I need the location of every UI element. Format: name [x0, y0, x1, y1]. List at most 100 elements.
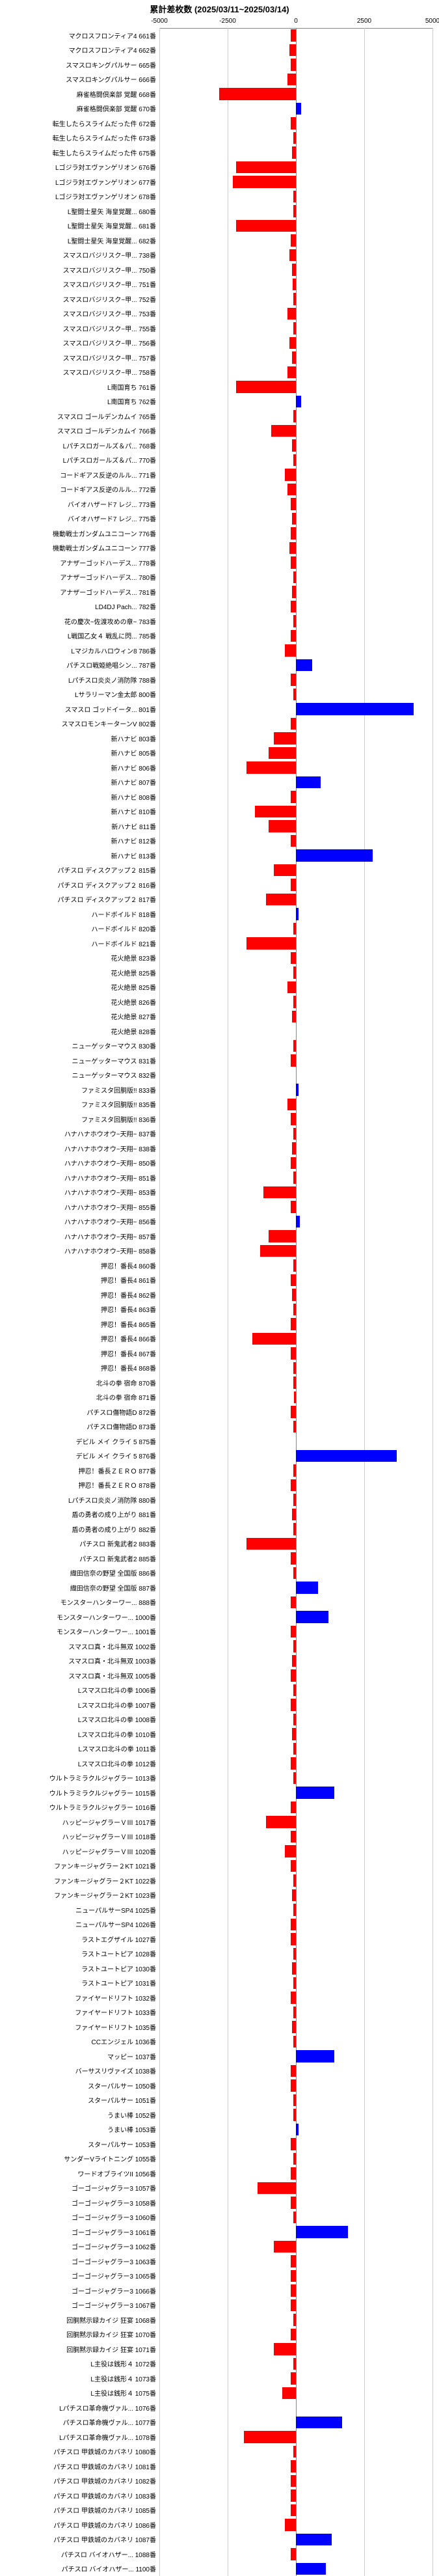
data-bar — [293, 293, 296, 305]
row-label: ファイヤードリフト 1035番 — [7, 2022, 156, 2032]
chart-row: ウルトラミラクルジャグラー 1015番 — [0, 1785, 439, 1800]
data-bar — [274, 864, 296, 877]
data-bar — [291, 879, 296, 891]
row-label: ファンキージャグラー２KT 1021番 — [7, 1861, 156, 1870]
row-label: スターパルサー 1051番 — [7, 2095, 156, 2105]
data-bar — [291, 2167, 296, 2180]
data-bar — [291, 234, 296, 247]
chart-row: パチスロ 甲鉄城のカバネリ 1080番 — [0, 2445, 439, 2460]
chart-row: スマスロバジリスク~甲... 757番 — [0, 350, 439, 365]
chart-row: ファンキージャグラー２KT 1021番 — [0, 1859, 439, 1874]
data-bar — [296, 2050, 334, 2062]
data-bar — [293, 1714, 296, 1726]
chart-row: モンスターハンターワー... 888番 — [0, 1595, 439, 1610]
row-label: ニューパルサーSP4 1026番 — [7, 1919, 156, 1929]
data-bar — [293, 1772, 296, 1785]
data-bar — [274, 2343, 296, 2355]
row-label: 機動戦士ガンダムユニコーン 777番 — [7, 543, 156, 553]
chart-row: L聖闘士星矢 海皇覚醒... 681番 — [0, 219, 439, 234]
row-label: Lスマスロ北斗の拳 1007番 — [7, 1700, 156, 1710]
data-bar — [291, 1596, 296, 1609]
row-label: ゴーゴージャグラー3 1063番 — [7, 2256, 156, 2266]
data-bar — [293, 1259, 296, 1272]
chart-row: Lスマスロ北斗の拳 1010番 — [0, 1727, 439, 1742]
row-label: 回胴黙示録カイジ 狂宴 1070番 — [7, 2329, 156, 2339]
data-bar — [293, 1743, 296, 1755]
row-label: スマスロバジリスク~甲... 751番 — [7, 279, 156, 289]
data-bar — [287, 981, 296, 994]
data-bar — [255, 806, 296, 818]
data-bar — [293, 1874, 296, 1887]
data-bar — [296, 776, 321, 789]
data-bar — [266, 1816, 296, 1828]
row-label: コードギアス反逆のルル... 772番 — [7, 484, 156, 494]
chart-row: ゴーゴージャグラー3 1066番 — [0, 2283, 439, 2298]
row-label: Lスマスロ北斗の拳 1010番 — [7, 1729, 156, 1739]
chart-row: マクロスフロンティア4 661番 — [0, 28, 439, 43]
row-label: モンスターハンターワー... 1001番 — [7, 1626, 156, 1636]
row-label: ゴーゴージャグラー3 1061番 — [7, 2227, 156, 2237]
chart-rows: マクロスフロンティア4 661番マクロスフロンティア4 662番スマスロキングパ… — [0, 28, 439, 2576]
chart-row: ニューゲッターマウス 831番 — [0, 1053, 439, 1068]
row-label: マッピー 1037番 — [7, 2051, 156, 2061]
data-bar — [271, 425, 296, 437]
chart-row: サンダーVライトニング 1055番 — [0, 2152, 439, 2167]
data-bar — [287, 308, 296, 320]
row-label: 押忍！番長4 867番 — [7, 1349, 156, 1358]
chart-row: 新ハナビ 805番 — [0, 746, 439, 761]
row-label: パチスロ傷物語D 872番 — [7, 1407, 156, 1417]
chart-row: Lパチスロ炎炎ノ消防隊 880番 — [0, 1492, 439, 1507]
data-bar — [291, 2548, 296, 2560]
row-label: スマスロ真・北斗無双 1003番 — [7, 1656, 156, 1665]
row-label: 機動戦士ガンダムユニコーン 776番 — [7, 528, 156, 538]
data-bar — [291, 2475, 296, 2487]
data-bar — [296, 1216, 300, 1228]
row-label: パチスロ 甲鉄城のカバネリ 1082番 — [7, 2476, 156, 2486]
row-label: Lパチスロ革命機ヴァル... 1078番 — [7, 2432, 156, 2442]
row-label: スマスロ ゴールデンカムイ 765番 — [7, 411, 156, 421]
row-label: 新ハナビ 806番 — [7, 763, 156, 773]
data-bar — [296, 1084, 299, 1096]
data-bar — [291, 2138, 296, 2150]
chart-row: アナザーゴッドハーデス... 781番 — [0, 584, 439, 599]
data-bar — [291, 630, 296, 642]
data-bar — [293, 1567, 296, 1580]
row-label: 押忍！番長4 865番 — [7, 1319, 156, 1329]
chart-row: LD4DJ Pach... 782番 — [0, 599, 439, 614]
chart-row: ニューゲッターマウス 830番 — [0, 1039, 439, 1054]
row-label: 転生したらスライムだった件 675番 — [7, 148, 156, 158]
data-bar — [291, 29, 296, 42]
data-bar — [294, 1391, 296, 1404]
data-bar — [292, 439, 296, 452]
row-label: ワードオブライツII 1056番 — [7, 2169, 156, 2178]
chart-row: ファンキージャグラー２KT 1022番 — [0, 1873, 439, 1888]
data-bar — [293, 1523, 296, 1535]
chart-row: スマスロバジリスク~甲... 753番 — [0, 307, 439, 322]
chart-row: 花火絶景 825番 — [0, 965, 439, 980]
data-bar — [293, 2212, 296, 2224]
chart-row: Lゴジラ対エヴァンゲリオン 678番 — [0, 189, 439, 204]
data-bar — [291, 1802, 296, 1814]
row-label: パチスロ バイオハザー... 1088番 — [7, 2549, 156, 2559]
data-bar — [296, 1611, 328, 1623]
data-bar — [292, 351, 296, 364]
data-bar — [293, 1464, 296, 1477]
chart-row: ウルトラミラクルジャグラー 1016番 — [0, 1800, 439, 1815]
x-tick-label: 2500 — [357, 18, 371, 25]
chart-row: ハナハナホウオウ~天翔~ 855番 — [0, 1199, 439, 1214]
chart-row: スターパルサー 1053番 — [0, 2137, 439, 2152]
chart-row: Lパチスロガールズ＆パ... 768番 — [0, 438, 439, 453]
data-bar — [291, 1318, 296, 1330]
data-bar — [293, 1421, 296, 1433]
data-bar — [291, 117, 296, 130]
chart-row: パチスロ傷物語D 872番 — [0, 1404, 439, 1419]
row-label: L聖闘士星矢 海皇覚醒... 680番 — [7, 206, 156, 216]
chart-row: スターパルサー 1051番 — [0, 2093, 439, 2108]
data-bar — [293, 1904, 296, 1916]
chart-row: ハードボイルド 818番 — [0, 907, 439, 922]
row-label: スマスロ真・北斗無双 1002番 — [7, 1641, 156, 1651]
chart-row: 押忍！番長4 862番 — [0, 1287, 439, 1302]
row-label: 花火絶景 823番 — [7, 953, 156, 963]
row-label: バーサスリヴァイズ 1038番 — [7, 2066, 156, 2076]
row-label: Lパチスロガールズ＆パ... 770番 — [7, 455, 156, 465]
